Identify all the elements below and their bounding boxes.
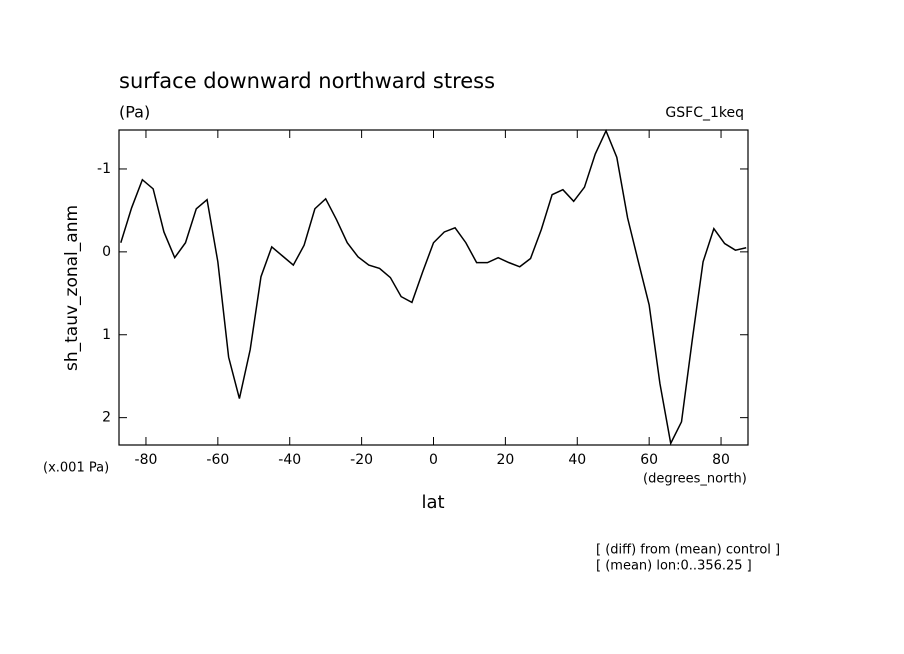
line: [120, 128, 747, 446]
note: [ (mean) lon:0..356.25 ]: [596, 559, 752, 574]
x-tick-label: 60: [640, 452, 658, 468]
x-tick-label: 20: [496, 452, 514, 468]
x-tick-label: -20: [350, 452, 373, 468]
y-axis-title: sh_tauv_zonal_anm: [62, 205, 82, 371]
note: [ (diff) from (mean) control ]: [596, 543, 780, 558]
chart-title: surface downward northward stress: [119, 69, 495, 93]
x-tick-label: 0: [429, 452, 438, 468]
y-tick-label: 1: [102, 327, 111, 343]
model-label: GSFC_1keq: [665, 105, 744, 121]
units-label: (Pa): [119, 103, 150, 122]
x-tick-label: -60: [206, 452, 229, 468]
x-units: (degrees_north): [643, 472, 747, 487]
x-tick-label: 40: [568, 452, 586, 468]
y-tick-label: -1: [97, 161, 111, 177]
y-tick-label: 0: [102, 244, 111, 260]
y-tick-label: 2: [102, 410, 111, 426]
x-tick-label: 80: [712, 452, 730, 468]
y-units: (x.001 Pa): [43, 461, 109, 476]
plot-frame: [118, 129, 749, 446]
x-tick-label: -80: [135, 452, 158, 468]
x-tick-label: -40: [278, 452, 301, 468]
x-axis-title: lat: [421, 492, 444, 513]
